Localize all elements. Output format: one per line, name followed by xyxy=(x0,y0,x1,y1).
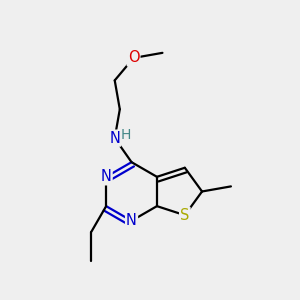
Text: O: O xyxy=(128,50,140,65)
Text: N: N xyxy=(126,213,137,228)
Text: N: N xyxy=(101,169,112,184)
Text: H: H xyxy=(121,128,131,142)
Text: S: S xyxy=(180,208,190,223)
Text: N: N xyxy=(109,130,120,146)
